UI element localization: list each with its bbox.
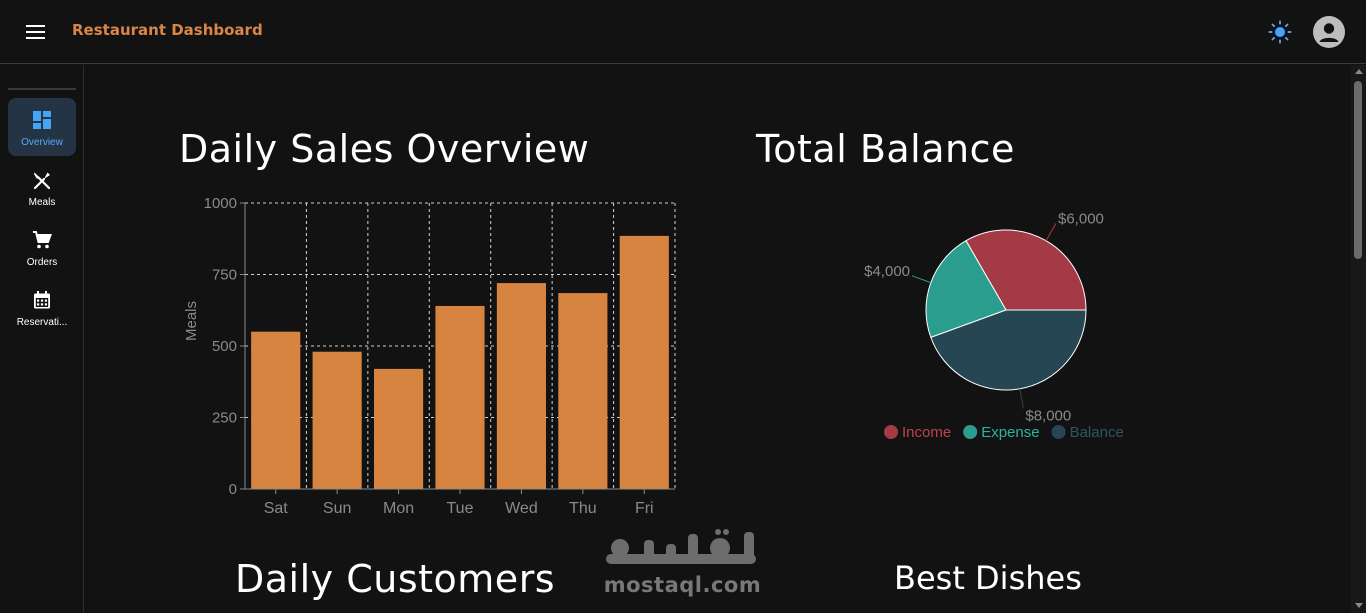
x-tick-label: Wed	[505, 500, 538, 517]
daily-customers-title: Daily Customers	[235, 557, 556, 601]
legend-marker	[1051, 425, 1066, 439]
top-app-bar: Restaurant Dashboard	[0, 0, 1366, 64]
sidebar-item-orders[interactable]: Orders	[8, 218, 76, 276]
y-tick-label: 250	[212, 410, 237, 427]
daily-sales-bar-chart: 0 250 500 750 1000 Sat Sun Mon Tue Wed Thu Fri Meals	[183, 195, 676, 517]
bar-wed[interactable]	[496, 283, 546, 489]
x-tick-label: Mon	[383, 500, 414, 517]
light-mode-icon[interactable]	[1266, 20, 1294, 44]
bar-thu[interactable]	[558, 293, 608, 489]
watermark: mostaql.com	[600, 528, 765, 603]
dashboard-icon	[33, 111, 51, 129]
x-tick-label: Fri	[635, 500, 654, 517]
x-tick-label: Sat	[264, 500, 289, 517]
app-title: Restaurant Dashboard	[72, 21, 263, 39]
x-tick-label: Thu	[569, 500, 597, 517]
bar-fri[interactable]	[619, 235, 669, 489]
total-balance-pie-chart: $6,000 $4,000 $8,000 Income Expense Balance	[864, 210, 1124, 441]
shopping-cart-icon	[33, 231, 52, 249]
pie-label-line	[1019, 388, 1024, 409]
legend-label-expense[interactable]: Expense	[981, 424, 1039, 441]
legend-marker	[884, 425, 898, 439]
legend-label-income[interactable]: Income	[902, 424, 951, 441]
mostaql-logo	[606, 529, 756, 564]
scroll-up-arrow[interactable]	[1355, 69, 1363, 74]
pie-label-line	[1045, 223, 1057, 241]
pie-slice-income[interactable]	[965, 229, 1087, 311]
sidebar-item-label: Reservati...	[16, 317, 68, 328]
total-balance-title: Total Balance	[756, 127, 1015, 171]
pie-label-line	[911, 275, 931, 284]
y-tick-label: 0	[229, 481, 237, 498]
scroll-down-arrow[interactable]	[1355, 603, 1363, 608]
bar-sun[interactable]	[312, 351, 362, 489]
daily-sales-title: Daily Sales Overview	[179, 127, 590, 171]
bar-sat[interactable]	[251, 331, 301, 489]
y-axis-label: Meals	[183, 301, 200, 341]
sidebar-item-meals[interactable]: Meals	[8, 158, 76, 216]
sidebar-item-label: Orders	[26, 257, 58, 268]
avatar[interactable]	[1313, 16, 1345, 48]
pie-slice-expense[interactable]	[925, 240, 1007, 339]
pie-value-label: $8,000	[1025, 407, 1071, 424]
sidebar: Overview Meals Orders	[0, 65, 84, 613]
y-tick-label: 500	[212, 338, 237, 355]
sidebar-item-label: Overview	[21, 137, 63, 148]
sidebar-item-label: Meals	[28, 197, 56, 208]
scrollbar-thumb[interactable]	[1354, 81, 1362, 259]
bar-mon[interactable]	[374, 368, 424, 489]
y-tick-label: 750	[212, 267, 237, 284]
vertical-scrollbar[interactable]	[1351, 65, 1366, 613]
calendar-icon	[34, 291, 50, 309]
pie-value-label: $6,000	[1058, 210, 1104, 227]
person-icon	[1319, 23, 1339, 42]
pie-value-label: $4,000	[864, 263, 910, 280]
bar-tue[interactable]	[435, 305, 485, 489]
legend-marker	[963, 425, 978, 439]
y-tick-label: 1000	[204, 195, 237, 212]
sidebar-divider	[8, 88, 76, 90]
restaurant-icon	[33, 172, 51, 190]
x-tick-label: Sun	[323, 500, 351, 517]
watermark-url: mostaql.com	[603, 573, 762, 597]
menu-icon[interactable]	[22, 20, 50, 44]
sidebar-item-reservations[interactable]: Reservati...	[8, 278, 76, 336]
sidebar-item-overview[interactable]: Overview	[8, 98, 76, 156]
legend-label-balance[interactable]: Balance	[1070, 424, 1124, 441]
x-tick-label: Tue	[447, 500, 474, 517]
best-dishes-title: Best Dishes	[894, 559, 1082, 597]
